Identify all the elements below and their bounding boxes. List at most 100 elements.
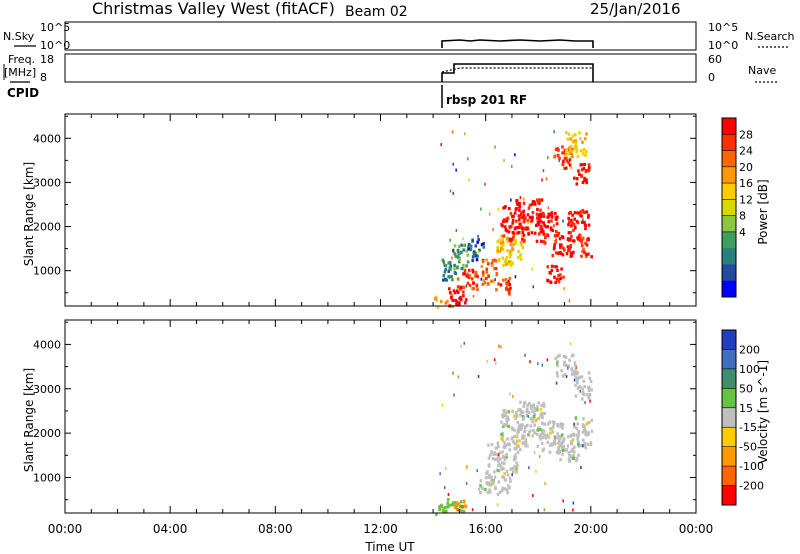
- velocity-echo-cell: [441, 508, 445, 512]
- velocity-echo-cell: [490, 478, 493, 482]
- velocity-echo-cell: [575, 365, 577, 369]
- power-echo-cell: [572, 222, 576, 227]
- velocity-echo-cell: [539, 428, 542, 432]
- velocity-echo-cell: [506, 491, 509, 495]
- velocity-echo-cell: [556, 374, 559, 378]
- power-echo-cell: [459, 298, 463, 302]
- power-echo-cell: [497, 259, 501, 263]
- power-echo-cell: [476, 287, 479, 291]
- power-echo-cell: [574, 225, 577, 229]
- power-echo-cell: [442, 278, 445, 282]
- velocity-echo-cell: [567, 435, 570, 439]
- velocity-colorbar-label: Velocity [m s^-1]: [756, 360, 770, 464]
- velocity-echo-cell: [501, 438, 505, 442]
- power-echo-cell: [486, 282, 490, 286]
- velocity-echo-cell: [489, 490, 492, 494]
- power-echo-cell: [580, 240, 583, 244]
- velocity-echo-cell: [556, 363, 559, 368]
- velocity-echo-cell: [454, 501, 457, 505]
- power-echo-cell: [587, 215, 590, 219]
- power-echo-cell: [516, 231, 519, 235]
- power-echo-cell: [541, 178, 543, 182]
- velocity-colorbar-swatch: [722, 427, 736, 448]
- power-echo-cell: [493, 267, 496, 271]
- power-echo-cell: [549, 227, 553, 232]
- power-echo-cell: [567, 161, 570, 165]
- velocity-echo-cell: [514, 416, 517, 421]
- power-colorbar-frame: [721, 117, 737, 298]
- power-colorbar-tick-label: 16: [739, 177, 753, 190]
- power-echo-cell: [508, 252, 511, 256]
- power-echo-cell: [491, 258, 495, 262]
- power-echo-cell: [451, 298, 454, 302]
- power-echo-cell: [481, 282, 485, 286]
- power-echo-cell: [557, 278, 560, 282]
- power-echo-cell: [569, 237, 572, 241]
- power-echo-cell: [501, 256, 504, 260]
- power-echo-cell: [502, 206, 505, 210]
- velocity-echo-cell: [580, 443, 583, 447]
- nsky-right-tick-top: 10^5: [708, 21, 738, 34]
- power-echo-cell: [555, 238, 557, 242]
- power-echo-cell: [512, 235, 515, 239]
- power-echo-cell: [505, 286, 508, 290]
- power-echo-cell: [539, 230, 543, 234]
- velocity-echo-cell: [590, 418, 594, 422]
- power-echo-cell: [511, 164, 513, 168]
- velocity-echo-cell: [527, 444, 529, 448]
- velocity-colorbar-tick-label: 200: [739, 343, 760, 356]
- velocity-echo-cell: [582, 444, 584, 448]
- freq-label-line2: [MHz]: [4, 66, 36, 79]
- power-echo-cell: [462, 237, 464, 241]
- power-echo-cell: [539, 219, 542, 223]
- velocity-echo-cell: [506, 484, 510, 488]
- power-echo-cell: [498, 238, 501, 242]
- power-echo-cell: [452, 162, 454, 166]
- velocity-echo-cell: [479, 491, 482, 495]
- power-echo-cell: [575, 147, 578, 151]
- power-echo-cell: [553, 155, 556, 159]
- velocity-echo-cell: [581, 390, 585, 394]
- velocity-echo-cell: [577, 429, 581, 434]
- velocity-echo-cell: [557, 446, 561, 450]
- power-echo-cell: [467, 243, 471, 247]
- velocity-echo-cell: [533, 431, 536, 435]
- power-echo-cell: [480, 277, 483, 281]
- power-echo-cell: [523, 238, 526, 242]
- velocity-echo-cell: [542, 404, 546, 408]
- velocity-echo-cell: [443, 506, 447, 510]
- nsky-tick-top: 10^5: [40, 21, 70, 34]
- velocity-echo-cell: [532, 414, 536, 418]
- power-echo-cell: [565, 149, 568, 153]
- power-echo-cell: [477, 238, 480, 242]
- power-echo-cell: [517, 231, 521, 235]
- power-colorbar-swatch: [722, 231, 736, 249]
- velocity-echo-cell: [555, 371, 559, 375]
- velocity-echo-cell: [501, 461, 504, 465]
- velocity-echo-cell: [493, 475, 497, 479]
- power-echo-cell: [504, 225, 507, 229]
- velocity-echo-cell: [501, 413, 504, 417]
- power-echo-cell: [511, 231, 515, 235]
- velocity-echo-cell: [537, 416, 541, 420]
- power-echo-cell: [522, 214, 526, 218]
- velocity-echo-cell: [528, 402, 531, 406]
- velocity-echo-cell: [487, 463, 491, 467]
- velocity-echo-cell: [521, 441, 524, 445]
- velocity-echo-cell: [479, 484, 482, 488]
- velocity-echo-cell: [551, 430, 555, 434]
- power-echo-cell: [458, 260, 461, 264]
- velocity-echo-cell: [561, 440, 565, 444]
- velocity-echo-cell: [505, 488, 508, 492]
- power-echo-cell: [553, 224, 555, 228]
- power-echo-cell: [569, 137, 572, 141]
- velocity-echo-cell: [566, 444, 570, 448]
- velocity-echo-cell: [541, 436, 545, 440]
- power-echo-cell: [511, 221, 514, 225]
- power-echo-cell: [570, 234, 573, 238]
- power-echo-cell: [588, 165, 591, 169]
- power-echo-cell: [436, 305, 440, 309]
- velocity-echo-cell: [535, 408, 539, 412]
- power-echo-cell: [508, 255, 512, 259]
- velocity-echo-cell: [562, 499, 564, 503]
